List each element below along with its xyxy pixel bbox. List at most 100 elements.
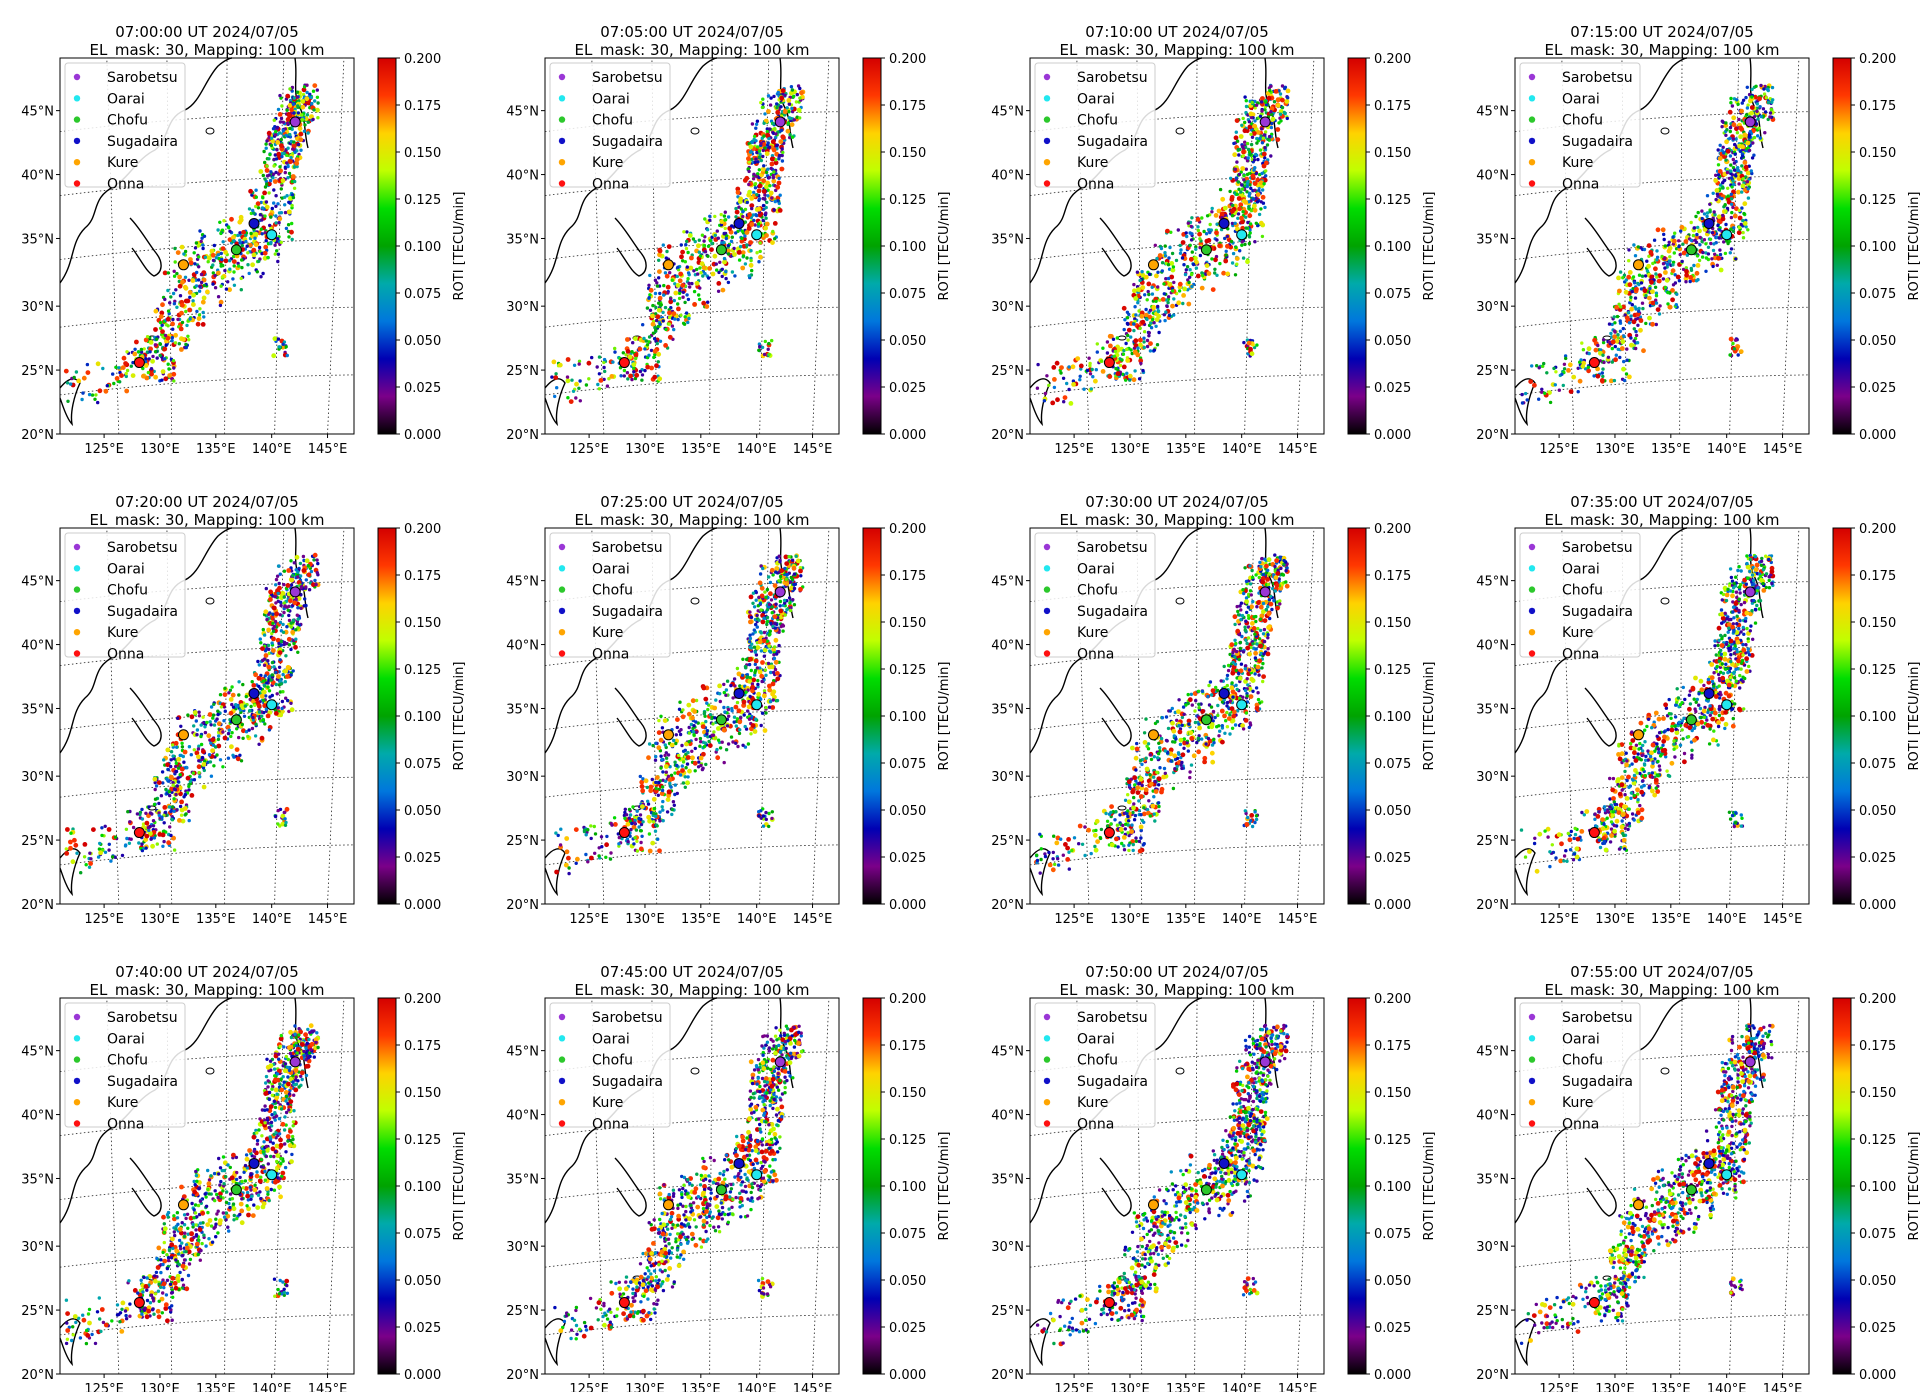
legend-marker	[1044, 180, 1050, 186]
roti-point	[1164, 254, 1167, 257]
roti-point	[253, 704, 256, 707]
roti-point	[239, 215, 244, 220]
roti-point	[1126, 311, 1129, 314]
roti-point	[1165, 304, 1168, 307]
roti-point	[1732, 137, 1735, 140]
roti-point	[1622, 335, 1625, 338]
roti-point	[1140, 270, 1143, 273]
roti-point	[266, 714, 271, 719]
roti-point	[1724, 121, 1727, 124]
roti-point	[192, 724, 195, 727]
y-tick-label: 25°N	[21, 364, 54, 379]
roti-point	[292, 196, 295, 199]
roti-point	[176, 318, 179, 321]
roti-point	[171, 318, 174, 321]
roti-point	[698, 286, 701, 289]
roti-point	[288, 172, 291, 175]
roti-point	[161, 770, 164, 773]
roti-point	[1213, 268, 1216, 271]
roti-point	[1125, 358, 1130, 363]
roti-point	[295, 157, 300, 162]
roti-point	[1698, 243, 1701, 246]
roti-point	[185, 346, 188, 349]
roti-point	[1684, 269, 1689, 274]
roti-point	[280, 211, 283, 214]
roti-point	[144, 357, 147, 360]
x-tick-label: 145°E	[308, 442, 348, 457]
roti-point	[217, 734, 220, 737]
roti-point	[1067, 365, 1070, 368]
roti-point	[1248, 120, 1251, 123]
roti-point	[264, 142, 267, 145]
x-tick-label: 135°E	[1166, 442, 1206, 457]
roti-point	[1207, 238, 1212, 243]
roti-point	[1214, 213, 1219, 218]
roti-point	[676, 307, 681, 312]
roti-point	[1616, 276, 1621, 281]
roti-point	[282, 121, 285, 124]
roti-point	[1563, 363, 1566, 366]
roti-point	[1613, 379, 1616, 382]
roti-point	[1708, 203, 1711, 206]
roti-point	[623, 374, 626, 377]
roti-point	[195, 271, 198, 274]
roti-point	[1563, 367, 1566, 370]
roti-point	[267, 157, 270, 160]
roti-point	[1264, 174, 1267, 177]
roti-point	[1722, 146, 1725, 149]
roti-point	[1616, 333, 1619, 336]
roti-point	[260, 218, 263, 221]
roti-point	[692, 237, 695, 240]
station-marker	[752, 230, 762, 240]
legend-marker	[74, 159, 80, 165]
roti-point	[773, 237, 776, 240]
roti-point	[640, 379, 643, 382]
roti-point	[1673, 232, 1676, 235]
roti-point	[1181, 240, 1186, 245]
roti-point	[1106, 351, 1109, 354]
roti-point	[232, 755, 235, 758]
roti-point	[572, 390, 575, 393]
roti-point	[754, 175, 757, 178]
roti-point	[711, 272, 716, 277]
roti-point	[1223, 259, 1228, 264]
roti-point	[289, 702, 292, 705]
roti-point	[1750, 169, 1753, 172]
roti-point	[1249, 222, 1252, 225]
roti-point	[221, 275, 224, 278]
roti-point	[775, 144, 778, 147]
roti-point	[648, 274, 651, 277]
roti-point	[1697, 229, 1702, 234]
roti-point	[1142, 340, 1145, 343]
roti-point	[1617, 348, 1620, 351]
roti-point	[210, 249, 215, 254]
roti-point	[1627, 259, 1630, 262]
roti-point	[1644, 274, 1647, 277]
roti-point	[216, 271, 221, 276]
roti-point	[1532, 383, 1537, 388]
roti-point	[1731, 104, 1734, 107]
roti-point	[1680, 225, 1685, 230]
roti-point	[1692, 264, 1695, 267]
roti-point	[1106, 340, 1109, 343]
colorbar-tick-label: 0.200	[889, 52, 926, 67]
roti-point	[754, 157, 757, 160]
roti-point	[1154, 325, 1157, 328]
roti-point	[1157, 310, 1160, 313]
colorbar-tick-label: 0.075	[1374, 287, 1411, 302]
roti-point	[235, 727, 238, 730]
roti-point	[1036, 387, 1039, 390]
roti-point	[681, 296, 684, 299]
roti-point	[1633, 305, 1636, 308]
roti-point	[1179, 252, 1182, 255]
roti-point	[762, 219, 765, 222]
roti-point	[706, 301, 709, 304]
roti-point	[265, 182, 268, 185]
roti-point	[288, 133, 291, 136]
roti-point	[1253, 189, 1256, 192]
roti-point	[1693, 226, 1696, 229]
roti-point	[111, 372, 114, 375]
roti-point	[1560, 373, 1563, 376]
roti-point	[246, 251, 249, 254]
